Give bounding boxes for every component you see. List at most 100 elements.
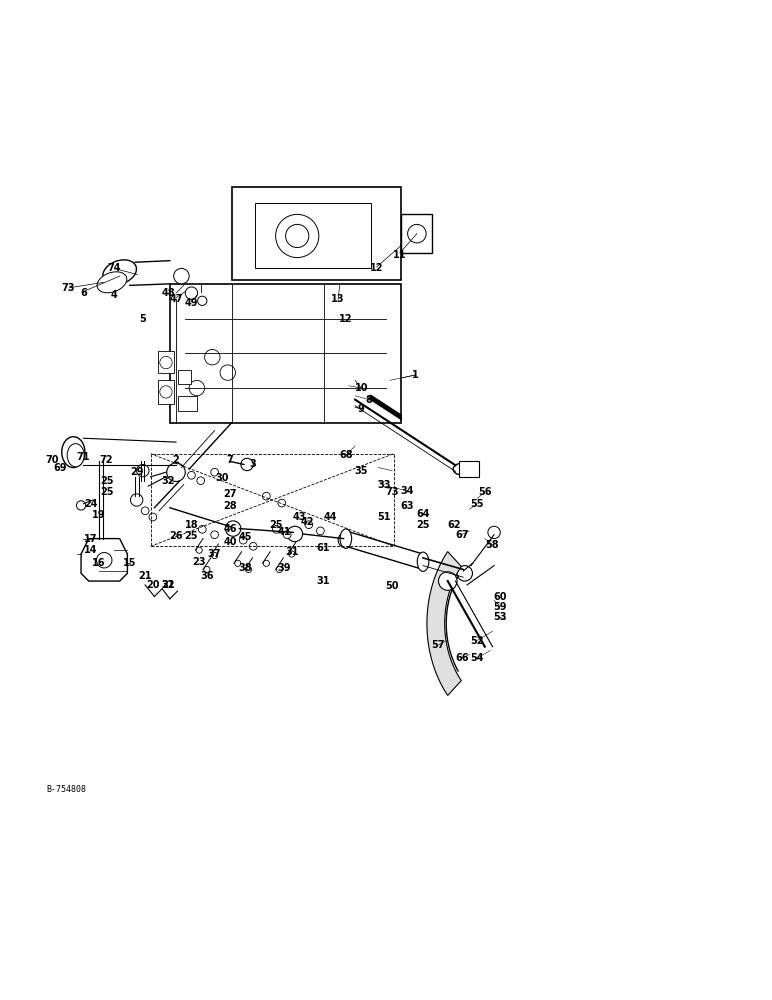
Text: 7: 7 <box>227 455 233 465</box>
Circle shape <box>488 526 500 539</box>
Circle shape <box>273 525 280 533</box>
Text: 70: 70 <box>46 455 59 465</box>
Text: 67: 67 <box>455 530 469 540</box>
Circle shape <box>317 527 324 535</box>
Text: 10: 10 <box>354 383 368 393</box>
Text: 12: 12 <box>370 263 384 273</box>
Circle shape <box>149 513 157 521</box>
Text: 20: 20 <box>146 580 160 590</box>
Bar <box>178 396 197 411</box>
Circle shape <box>305 521 313 529</box>
Text: 63: 63 <box>401 501 415 511</box>
Text: 72: 72 <box>100 455 113 465</box>
Text: 41: 41 <box>277 527 291 537</box>
Circle shape <box>198 296 207 305</box>
Text: 73: 73 <box>385 487 399 497</box>
Text: 8: 8 <box>366 395 372 405</box>
Text: 2: 2 <box>173 455 179 465</box>
Text: 23: 23 <box>192 557 206 567</box>
Text: 71: 71 <box>76 452 90 462</box>
Polygon shape <box>371 395 401 420</box>
Text: 61: 61 <box>316 543 330 553</box>
Text: 52: 52 <box>470 636 484 646</box>
Text: 12: 12 <box>339 314 353 324</box>
Text: 49: 49 <box>185 298 198 308</box>
Circle shape <box>211 468 218 476</box>
Text: 53: 53 <box>493 612 507 622</box>
Text: 42: 42 <box>300 517 314 527</box>
Text: 51: 51 <box>378 512 391 522</box>
Text: 13: 13 <box>331 294 345 304</box>
Text: 33: 33 <box>378 480 391 490</box>
Ellipse shape <box>67 444 84 467</box>
Circle shape <box>338 532 354 548</box>
Text: 30: 30 <box>215 473 229 483</box>
Circle shape <box>289 551 295 557</box>
Circle shape <box>205 349 220 365</box>
Polygon shape <box>81 539 127 581</box>
Bar <box>158 351 174 373</box>
Text: 68: 68 <box>339 450 353 460</box>
Text: 45: 45 <box>239 532 252 542</box>
Circle shape <box>408 224 426 243</box>
Circle shape <box>130 494 143 506</box>
Text: 21: 21 <box>138 571 152 581</box>
Text: 59: 59 <box>493 602 507 612</box>
Text: 5: 5 <box>140 314 146 324</box>
Bar <box>255 203 371 268</box>
Text: 3: 3 <box>250 459 256 469</box>
Circle shape <box>160 356 172 369</box>
Text: 18: 18 <box>185 520 198 530</box>
Text: 25: 25 <box>269 520 283 530</box>
Text: B-754808: B-754808 <box>46 785 86 794</box>
Text: 73: 73 <box>61 283 75 293</box>
Circle shape <box>167 463 185 481</box>
Circle shape <box>225 521 241 536</box>
Text: 14: 14 <box>84 545 98 555</box>
Polygon shape <box>427 552 462 695</box>
Text: 37: 37 <box>208 549 222 559</box>
Text: 60: 60 <box>493 591 507 601</box>
Circle shape <box>198 525 206 533</box>
Ellipse shape <box>97 272 127 293</box>
Text: 15: 15 <box>123 558 137 568</box>
Text: 9: 9 <box>358 404 364 414</box>
Circle shape <box>235 560 241 566</box>
Text: 35: 35 <box>354 466 368 476</box>
Text: 34: 34 <box>401 486 415 496</box>
Bar <box>459 461 479 477</box>
Circle shape <box>241 458 253 471</box>
Text: 47: 47 <box>169 294 183 304</box>
Text: 24: 24 <box>84 499 98 509</box>
Polygon shape <box>346 531 423 569</box>
Text: 56: 56 <box>478 487 492 497</box>
Circle shape <box>283 531 291 539</box>
Text: 28: 28 <box>223 501 237 511</box>
Text: 58: 58 <box>486 540 499 550</box>
Text: 62: 62 <box>447 520 461 530</box>
Circle shape <box>276 214 319 258</box>
Text: 4: 4 <box>111 290 117 300</box>
Circle shape <box>76 501 86 510</box>
Circle shape <box>276 566 283 573</box>
Text: 31: 31 <box>285 547 299 557</box>
Text: 69: 69 <box>53 463 67 473</box>
Ellipse shape <box>417 552 429 571</box>
Circle shape <box>212 552 218 559</box>
Text: 25: 25 <box>185 531 198 541</box>
Text: 44: 44 <box>323 512 337 522</box>
Circle shape <box>197 477 205 485</box>
Text: 27: 27 <box>223 489 237 499</box>
Circle shape <box>286 224 309 248</box>
Text: 25: 25 <box>100 476 113 486</box>
Text: 36: 36 <box>200 571 214 581</box>
Ellipse shape <box>340 529 351 548</box>
Ellipse shape <box>62 437 85 468</box>
Text: 48: 48 <box>161 288 175 298</box>
Bar <box>158 380 174 403</box>
Bar <box>178 370 191 384</box>
Circle shape <box>160 386 172 398</box>
Circle shape <box>262 492 270 500</box>
Text: 29: 29 <box>130 467 144 477</box>
Text: 16: 16 <box>92 558 106 568</box>
